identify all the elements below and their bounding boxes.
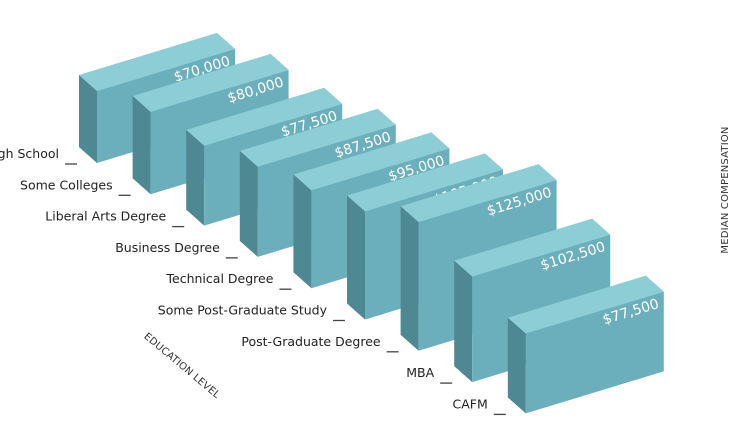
bar-9: $77,500 (507, 275, 664, 414)
bar-side-face (347, 195, 365, 320)
category-label: Some Post-Graduate Study (158, 303, 328, 318)
category-label: Liberal Arts Degree (45, 209, 166, 224)
bar-side-face (507, 317, 526, 414)
category-label: Post-Graduate Degree (241, 334, 380, 349)
x-axis-label: EDUCATION LEVEL (141, 331, 221, 401)
bar-top-face (186, 87, 343, 146)
category-label: MBA (406, 365, 434, 380)
bar-side-face (132, 96, 151, 195)
bar-side-face (186, 129, 205, 226)
bar-side-face (239, 150, 258, 257)
category-label: Some Colleges (20, 177, 113, 192)
bar-top-face (347, 153, 503, 212)
bar-side-face (79, 75, 97, 163)
bar-side-face (400, 206, 419, 351)
bar-top-face (454, 218, 611, 277)
category-label: CAFM (453, 396, 488, 411)
bar-side-face (454, 260, 473, 383)
y-axis-label: MEDIAN COMPENSATION (720, 126, 731, 253)
bar-top-face (400, 164, 557, 223)
bar-front-face (525, 291, 664, 414)
category-label: Technical Degree (166, 271, 274, 286)
bar-top-face (79, 32, 235, 91)
bar-top-face (132, 53, 289, 113)
bar-top-face (293, 132, 450, 191)
bar-top-face (507, 275, 664, 334)
category-label: Business Degree (115, 240, 220, 255)
bar-top-face (239, 108, 396, 167)
bar-side-face (293, 174, 312, 289)
category-label: High School (0, 146, 59, 161)
